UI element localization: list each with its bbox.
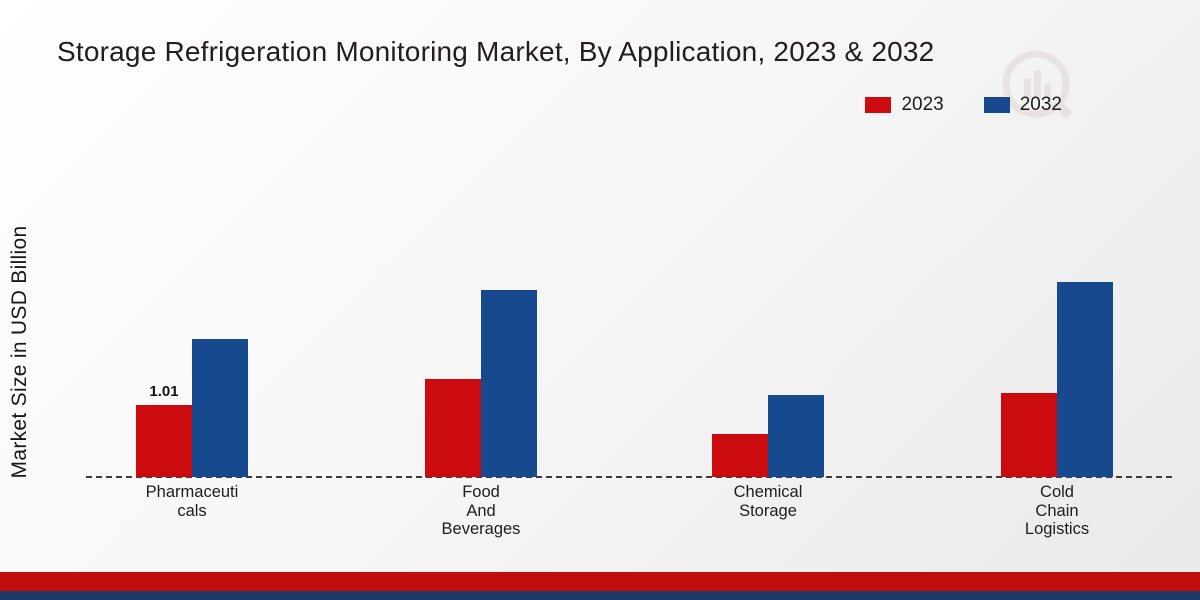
legend-item-2032: 2032	[983, 94, 1062, 116]
legend-swatch-2023	[865, 97, 892, 113]
plot-area: 1.01	[0, 150, 1200, 478]
x-axis-baseline	[86, 476, 1172, 478]
legend-item-2023: 2023	[865, 94, 944, 116]
chart-title: Storage Refrigeration Monitoring Market,…	[57, 36, 935, 67]
legend-label-2032: 2032	[1019, 94, 1062, 115]
bar-2023-food-and-beverages	[425, 379, 481, 477]
x-tick-food-and-beverages: Food And Beverages	[441, 483, 521, 538]
bar-value-label: 1.01	[149, 383, 179, 400]
bar-2023-pharmaceuticals: 1.01	[136, 383, 192, 477]
x-tick-chemical-storage: Chemical Storage	[733, 483, 803, 520]
legend-swatch-2032	[983, 97, 1010, 113]
bar-group-cold-chain-logistics	[1001, 282, 1113, 477]
x-axis-ticks: Pharmaceuti cals Food And Beverages Chemical S…	[0, 483, 1200, 553]
bar-2023-cold-chain-logistics	[1001, 393, 1057, 477]
footer-navy-strip	[0, 591, 1200, 600]
bar-2023-chemical-storage	[712, 434, 768, 477]
legend: 2023 2032	[865, 94, 1062, 116]
bar-2032-food-and-beverages	[481, 290, 537, 477]
footer-red-strip	[0, 572, 1200, 591]
legend-label-2023: 2023	[901, 94, 944, 115]
bar-group-pharmaceuticals: 1.01	[136, 339, 248, 477]
bar-2032-pharmaceuticals	[192, 339, 248, 477]
bar-2032-cold-chain-logistics	[1057, 282, 1113, 477]
x-tick-pharmaceuticals: Pharmaceuti cals	[145, 483, 239, 520]
x-tick-cold-chain-logistics: Cold Chain Logistics	[1024, 483, 1090, 538]
bar-group-food-and-beverages	[425, 290, 537, 477]
bar-group-chemical-storage	[712, 395, 824, 477]
bar-2032-chemical-storage	[768, 395, 824, 477]
